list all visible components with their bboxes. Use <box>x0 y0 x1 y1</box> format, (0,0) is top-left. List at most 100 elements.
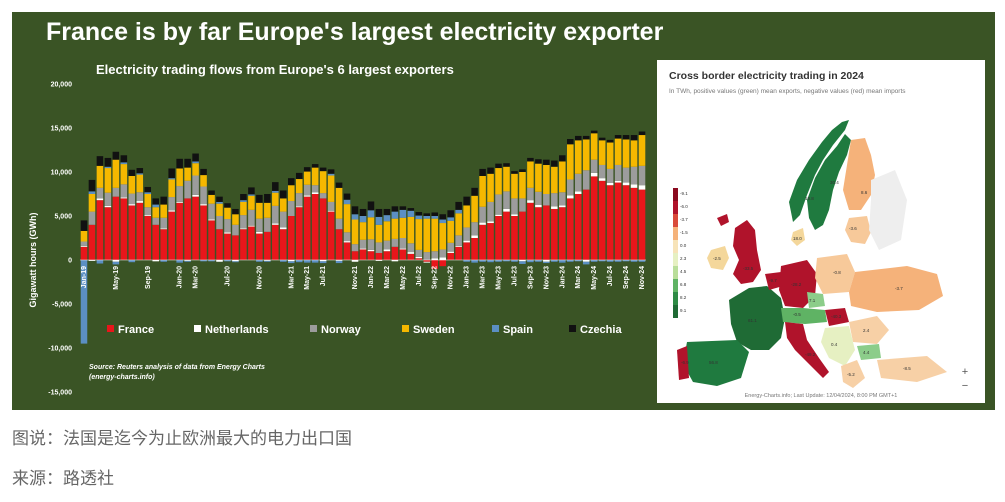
bar-segment-czechia[interactable] <box>208 190 215 195</box>
bar-segment-norway[interactable] <box>447 242 454 252</box>
bar-segment-norway[interactable] <box>383 240 391 250</box>
bar-segment-spain[interactable] <box>144 192 152 194</box>
bar-segment-sweden[interactable] <box>399 217 407 238</box>
bar-segment-france[interactable] <box>192 196 199 260</box>
bar-segment-czechia[interactable] <box>407 208 415 211</box>
bar-segment-france[interactable] <box>590 176 598 260</box>
bar-segment-netherlands[interactable] <box>606 183 614 186</box>
bar-segment-norway[interactable] <box>487 201 494 222</box>
bar-segment-sweden[interactable] <box>495 168 502 195</box>
bar-segment-france[interactable] <box>479 224 486 260</box>
bar-segment-sweden[interactable] <box>567 144 574 180</box>
map-region-finland[interactable] <box>843 138 875 210</box>
bar-segment-spain[interactable] <box>80 260 88 344</box>
bar-segment-norway[interactable] <box>232 224 239 236</box>
bar-segment-france[interactable] <box>447 252 454 260</box>
bar-segment-czechia[interactable] <box>567 139 574 145</box>
map-region-france[interactable] <box>729 286 785 350</box>
bar-segment-france[interactable] <box>160 229 167 260</box>
bar-segment-sweden[interactable] <box>104 168 112 193</box>
map-region-turkey[interactable] <box>877 356 947 382</box>
bar-segment-czechia[interactable] <box>519 169 526 172</box>
bar-segment-spain[interactable] <box>327 173 335 176</box>
bar-segment-netherlands[interactable] <box>216 260 223 262</box>
bar-segment-spain[interactable] <box>630 260 638 262</box>
bar-segment-norway[interactable] <box>391 238 399 247</box>
bar-segment-sweden[interactable] <box>622 139 630 168</box>
bar-segment-netherlands[interactable] <box>551 206 558 209</box>
bar-segment-norway[interactable] <box>208 203 215 220</box>
bar-segment-czechia[interactable] <box>455 201 462 210</box>
bar-segment-czechia[interactable] <box>303 167 311 172</box>
bar-segment-norway[interactable] <box>415 249 423 257</box>
bar-segment-france[interactable] <box>280 229 287 260</box>
map-region-bulgaria[interactable] <box>857 344 881 360</box>
bar-segment-netherlands[interactable] <box>327 210 335 212</box>
bar-segment-spain[interactable] <box>511 260 518 262</box>
bar-segment-czechia[interactable] <box>88 179 96 192</box>
bar-segment-czechia[interactable] <box>224 203 231 208</box>
bar-segment-czechia[interactable] <box>136 168 144 174</box>
bar-segment-czechia[interactable] <box>232 208 239 215</box>
bar-segment-czechia[interactable] <box>471 187 478 196</box>
bar-segment-sweden[interactable] <box>208 194 215 204</box>
bar-segment-czechia[interactable] <box>168 168 175 179</box>
bar-segment-netherlands[interactable] <box>495 214 502 216</box>
bar-segment-netherlands[interactable] <box>208 219 215 221</box>
bar-segment-spain[interactable] <box>503 260 510 262</box>
bar-segment-sweden[interactable] <box>327 175 335 202</box>
bar-segment-czechia[interactable] <box>638 131 646 136</box>
bar-segment-sweden[interactable] <box>216 203 223 216</box>
bar-segment-czechia[interactable] <box>256 194 263 203</box>
bar-segment-netherlands[interactable] <box>168 210 175 212</box>
bar-segment-czechia[interactable] <box>160 196 167 205</box>
bar-segment-norway[interactable] <box>343 232 351 242</box>
bar-segment-sweden[interactable] <box>264 202 271 218</box>
bar-segment-france[interactable] <box>391 246 399 260</box>
bar-segment-spain[interactable] <box>232 261 239 263</box>
bar-segment-netherlands[interactable] <box>136 201 144 203</box>
bar-segment-france[interactable] <box>598 180 606 260</box>
bar-segment-netherlands[interactable] <box>112 260 120 262</box>
bar-segment-netherlands[interactable] <box>184 260 191 261</box>
bar-segment-sweden[interactable] <box>367 217 375 240</box>
bar-segment-czechia[interactable] <box>614 135 622 139</box>
bar-segment-norway[interactable] <box>327 201 335 211</box>
bar-segment-norway[interactable] <box>622 167 630 183</box>
map-region-poland[interactable] <box>815 254 855 294</box>
bar-segment-france[interactable] <box>216 229 223 260</box>
bar-segment-norway[interactable] <box>471 222 478 236</box>
bar-segment-netherlands[interactable] <box>232 260 239 262</box>
bar-segment-sweden[interactable] <box>96 165 104 188</box>
bar-segment-spain[interactable] <box>614 260 622 262</box>
bar-segment-france[interactable] <box>144 216 152 260</box>
bar-segment-sweden[interactable] <box>503 166 510 192</box>
bar-segment-netherlands[interactable] <box>511 214 518 216</box>
bar-segment-france[interactable] <box>582 189 590 260</box>
bar-segment-sweden[interactable] <box>88 194 96 212</box>
bar-segment-france[interactable] <box>471 238 478 260</box>
bar-segment-czechia[interactable] <box>264 194 271 203</box>
bar-segment-norway[interactable] <box>463 227 470 241</box>
bar-segment-czechia[interactable] <box>120 155 128 163</box>
bar-segment-france[interactable] <box>503 211 510 260</box>
map-region-sweden[interactable] <box>807 134 851 230</box>
bar-segment-spain[interactable] <box>152 204 159 208</box>
bar-segment-france[interactable] <box>303 196 311 260</box>
bar-segment-czechia[interactable] <box>415 212 423 216</box>
bar-segment-czechia[interactable] <box>112 151 120 160</box>
bar-segment-netherlands[interactable] <box>487 221 494 224</box>
bar-segment-czechia[interactable] <box>622 135 630 140</box>
bar-segment-sweden[interactable] <box>614 138 622 165</box>
bar-segment-sweden[interactable] <box>295 179 303 194</box>
bar-segment-sweden[interactable] <box>383 221 391 241</box>
bar-segment-netherlands[interactable] <box>423 261 431 263</box>
bar-segment-france[interactable] <box>168 211 175 260</box>
bar-segment-sweden[interactable] <box>630 140 638 167</box>
bar-segment-france[interactable] <box>96 200 104 260</box>
bar-segment-france[interactable] <box>367 251 375 260</box>
bar-segment-netherlands[interactable] <box>415 256 423 259</box>
map-region-czechia[interactable] <box>807 292 825 308</box>
bar-segment-norway[interactable] <box>136 192 144 202</box>
bar-segment-sweden[interactable] <box>519 172 526 199</box>
